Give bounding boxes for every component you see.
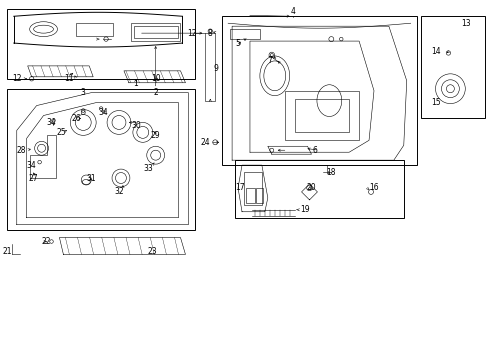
Text: 25: 25 — [57, 128, 66, 137]
Text: 6: 6 — [311, 146, 316, 155]
Bar — [7, 9, 195, 79]
Bar — [245, 188, 254, 203]
Text: 19: 19 — [299, 205, 309, 214]
Text: 8: 8 — [207, 29, 212, 38]
Text: 23: 23 — [147, 247, 157, 256]
Text: 13: 13 — [461, 19, 470, 28]
Text: 5: 5 — [235, 39, 240, 48]
Bar — [420, 16, 484, 118]
Text: 14: 14 — [431, 46, 440, 55]
Text: 31: 31 — [86, 174, 96, 183]
Text: 16: 16 — [368, 184, 378, 193]
Text: 11: 11 — [64, 74, 74, 83]
Bar — [244, 172, 262, 205]
Text: 18: 18 — [326, 167, 335, 176]
Text: 9: 9 — [213, 64, 218, 73]
Text: 34: 34 — [98, 108, 108, 117]
Bar — [255, 188, 263, 203]
Text: 12: 12 — [12, 74, 21, 83]
Bar — [230, 29, 259, 39]
Text: 15: 15 — [431, 98, 440, 107]
Text: 12: 12 — [187, 29, 197, 38]
Text: 26: 26 — [71, 114, 81, 123]
Bar — [205, 33, 215, 100]
Bar — [76, 23, 113, 36]
Text: 33: 33 — [143, 163, 153, 172]
Text: 28: 28 — [17, 146, 26, 155]
Text: 2: 2 — [153, 88, 158, 97]
Text: 17: 17 — [235, 184, 244, 193]
Text: 20: 20 — [306, 184, 316, 193]
Bar — [134, 26, 177, 38]
Text: 32: 32 — [114, 188, 123, 197]
Text: 29: 29 — [151, 131, 160, 140]
Bar — [131, 23, 180, 41]
Bar — [284, 91, 358, 140]
Text: 24: 24 — [200, 138, 210, 147]
Text: 30: 30 — [131, 121, 141, 130]
Text: 34: 34 — [27, 161, 37, 170]
Text: 4: 4 — [289, 7, 294, 16]
Text: 10: 10 — [151, 74, 160, 83]
Text: 1: 1 — [133, 79, 138, 88]
Text: 3: 3 — [81, 88, 85, 97]
Bar — [235, 160, 403, 218]
Bar — [7, 89, 195, 230]
Text: 21: 21 — [2, 247, 12, 256]
Bar — [294, 99, 348, 132]
Text: 22: 22 — [41, 237, 51, 246]
Text: 7: 7 — [267, 57, 272, 66]
Bar — [222, 16, 416, 165]
Text: 27: 27 — [29, 174, 39, 183]
Text: 34: 34 — [46, 118, 56, 127]
